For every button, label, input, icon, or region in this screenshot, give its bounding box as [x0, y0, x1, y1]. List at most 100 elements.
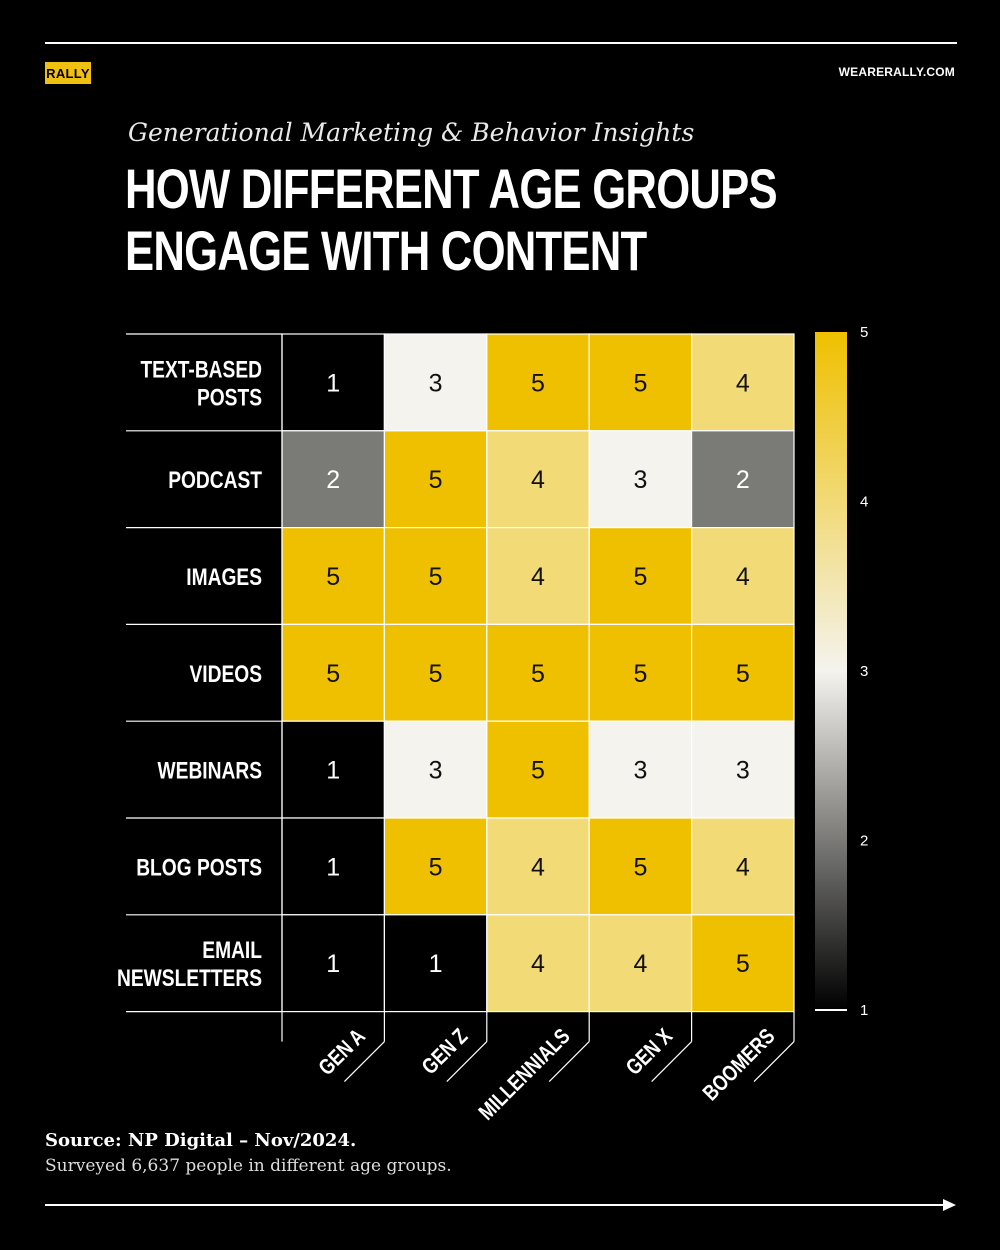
- cell-value-label: 4: [633, 950, 647, 978]
- cell-value-label: 5: [531, 369, 545, 397]
- cell-value-label: 4: [531, 950, 545, 978]
- heatmap-cell: [588, 623, 693, 722]
- cell-value-label: 4: [531, 563, 545, 591]
- subtitle: Generational Marketing & Behavior Insigh…: [128, 118, 695, 147]
- cell-value-label: 1: [326, 950, 340, 978]
- cell-value-label: 5: [429, 853, 443, 881]
- heatmap-cell: [486, 817, 590, 916]
- row-labels: TEXT-BASED POSTS PODCAST IMAGES VIDEOS WEBINA…: [117, 333, 283, 1013]
- cell-value-label: 2: [326, 466, 340, 494]
- cell-value-label: 4: [736, 853, 750, 881]
- cell-value-label: 4: [531, 466, 545, 494]
- bottom-rule: [45, 1204, 945, 1206]
- heatmap-cell: [383, 817, 488, 916]
- source-text: Source: NP Digital – Nov/2024.: [45, 1130, 357, 1151]
- cell-value-label: 3: [736, 757, 750, 785]
- heatmap-cell: [588, 526, 693, 625]
- cell-value-label: 5: [429, 563, 443, 591]
- heatmap-cell: [588, 817, 693, 916]
- heatmap-cell: [588, 333, 693, 432]
- cell-value-label: 2: [736, 466, 750, 494]
- heatmap-cell: [690, 430, 795, 529]
- cell-value-label: 5: [326, 660, 340, 688]
- cell-value-label: 5: [633, 853, 647, 881]
- column-label: MILLENNIALS: [474, 1024, 575, 1125]
- heatmap-cell: [690, 526, 795, 625]
- cell-value-label: 5: [531, 757, 545, 785]
- column-label: GEN Z: [418, 1024, 473, 1079]
- colorbar-tick-label: 5: [860, 324, 868, 341]
- heatmap-cells: 1 3 5 5 4 2 5 4 3 2 5 5 4 5 4 5 5 5 5 5 1 3 5 3 3 1 5 4 5 4 1 1 4 4 5: [281, 333, 795, 1013]
- top-rule: [45, 42, 957, 44]
- column-tick-slant: [548, 1041, 590, 1083]
- cell-value-label: 5: [633, 660, 647, 688]
- cell-value-label: 4: [736, 563, 750, 591]
- colorbar-tick-label: 2: [860, 833, 868, 850]
- cell-value-label: 5: [429, 660, 443, 688]
- column-tick-slant: [446, 1041, 488, 1083]
- column-labels: GEN A GEN Z MILLENNIALS GEN X BOOMERS: [281, 1011, 795, 1125]
- column-label: GEN A: [314, 1024, 370, 1080]
- arrow-right-icon[interactable]: [943, 1199, 956, 1211]
- row-label: BLOG POSTS: [136, 853, 262, 881]
- cell-value-label: 3: [633, 466, 647, 494]
- cell-value-label: 4: [736, 369, 750, 397]
- cell-value-label: 5: [531, 660, 545, 688]
- row-label: PODCAST: [168, 466, 262, 494]
- heatmap-cell: [486, 720, 590, 819]
- cell-value-label: 1: [326, 369, 340, 397]
- colorbar-tick-label: 1: [860, 1002, 868, 1019]
- heatmap-cell: [486, 430, 590, 529]
- rally-logo[interactable]: RALLY: [45, 62, 91, 84]
- cell-value-label: 5: [326, 563, 340, 591]
- heatmap-cell: [690, 333, 795, 432]
- colorbar-tick-label: 4: [860, 494, 868, 511]
- heatmap-cell: [383, 623, 488, 722]
- cell-value-label: 3: [429, 369, 443, 397]
- row-label: IMAGES: [186, 563, 262, 591]
- heatmap-cell: [588, 720, 693, 819]
- site-url[interactable]: WEARERALLY.COM: [838, 65, 955, 79]
- cell-value-label: 5: [736, 660, 750, 688]
- cell-value-label: 5: [633, 563, 647, 591]
- row-label: WEBINARS: [158, 757, 262, 785]
- heatmap-cell: [690, 817, 795, 916]
- heatmap-cell: [383, 430, 488, 529]
- heatmap-cell: [690, 914, 795, 1013]
- cell-value-label: 1: [326, 853, 340, 881]
- heatmap-cell: [588, 914, 693, 1013]
- heatmap-cell: [486, 333, 590, 432]
- heatmap-cell: [281, 817, 386, 916]
- heatmap-cell: [486, 526, 590, 625]
- row-label: TEXT-BASED POSTS: [140, 355, 262, 411]
- colorbar-tick-label: 3: [860, 663, 868, 680]
- column-label: BOOMERS: [698, 1024, 779, 1105]
- column-label: GEN X: [622, 1024, 678, 1080]
- survey-note: Surveyed 6,637 people in different age g…: [45, 1156, 452, 1176]
- column-tick-slant: [343, 1041, 385, 1083]
- row-label: VIDEOS: [189, 660, 262, 688]
- heatmap-cell: [281, 430, 386, 529]
- heatmap-cell: [383, 526, 488, 625]
- cell-value-label: 1: [326, 757, 340, 785]
- title-line-2: ENGAGE WITH CONTENT: [125, 219, 647, 282]
- heatmap-cell: [281, 526, 386, 625]
- heatmap-cell: [383, 914, 488, 1013]
- colorbar: 1 2 3 4 5: [815, 324, 868, 1019]
- cell-value-label: 4: [531, 853, 545, 881]
- cell-value-label: 3: [429, 757, 443, 785]
- row-label: EMAIL NEWSLETTERS: [117, 936, 262, 992]
- page-title: HOW DIFFERENT AGE GROUPS ENGAGE WITH CON…: [125, 158, 811, 282]
- cell-value-label: 5: [429, 466, 443, 494]
- heatmap-cell: [588, 430, 693, 529]
- column-tick-slant: [753, 1041, 795, 1083]
- cell-value-label: 3: [633, 757, 647, 785]
- colorbar-gradient: [815, 332, 847, 1010]
- cell-value-label: 5: [736, 950, 750, 978]
- heatmap-cell: [690, 623, 795, 722]
- cell-value-label: 5: [633, 369, 647, 397]
- title-line-1: HOW DIFFERENT AGE GROUPS: [125, 157, 778, 220]
- column-tick-slant: [651, 1041, 693, 1083]
- cell-value-label: 1: [429, 950, 443, 978]
